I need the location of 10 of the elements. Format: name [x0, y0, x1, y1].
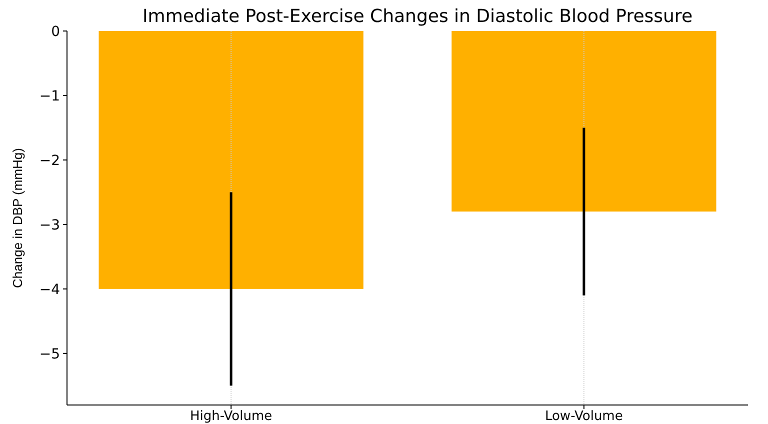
y-tick-label: −3: [39, 217, 60, 234]
y-tick-label: −1: [39, 88, 60, 104]
y-axis-title: Change in DBP (mmHg): [10, 148, 25, 288]
y-tick-label: 0: [51, 24, 60, 40]
x-tick-label: High-Volume: [190, 409, 272, 424]
chart-title: Immediate Post-Exercise Changes in Diastolic Blood Pressure: [142, 6, 693, 27]
y-tick-label: −2: [39, 152, 60, 169]
y-tick-label: −5: [39, 346, 60, 362]
x-tick-label: Low-Volume: [544, 409, 623, 424]
y-tick-label: −4: [39, 282, 60, 298]
